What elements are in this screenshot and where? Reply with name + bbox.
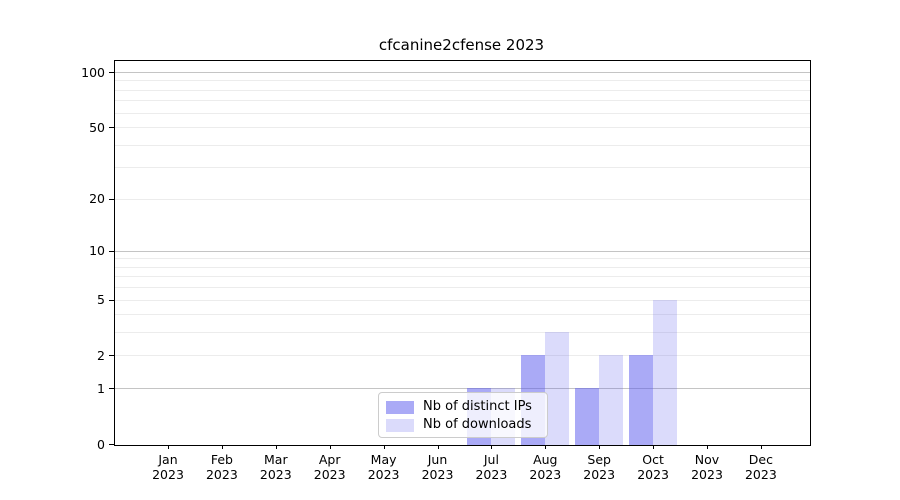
y-tick-label: 50 <box>89 119 105 135</box>
y-tick-mark <box>109 299 114 301</box>
minor-gridline <box>115 100 810 102</box>
legend-swatch-distinct-ips <box>386 400 414 414</box>
y-tick-label: 20 <box>89 191 105 207</box>
minor-gridline <box>115 89 810 91</box>
y-tick-mark <box>109 127 114 129</box>
major-gridline <box>115 72 810 73</box>
x-tick-label: Mar 2023 <box>259 452 292 482</box>
minor-gridline <box>115 258 810 260</box>
x-tick-mark <box>437 445 439 449</box>
x-tick-label: Sep 2023 <box>583 452 616 482</box>
x-tick-label: Jul 2023 <box>475 452 508 482</box>
y-tick-mark <box>109 198 114 200</box>
minor-gridline <box>115 287 810 289</box>
x-tick-mark <box>168 445 169 449</box>
x-tick-mark <box>491 445 493 449</box>
minor-gridline <box>115 266 810 268</box>
minor-gridline <box>115 127 810 129</box>
chart-title: cfcanine2cfense 2023 <box>378 36 545 54</box>
bar-downloads <box>545 332 570 445</box>
x-tick-mark <box>329 445 331 449</box>
legend-row: Nb of downloads <box>386 418 538 432</box>
x-tick-mark <box>707 445 708 449</box>
minor-gridline <box>115 80 810 82</box>
y-tick-mark <box>109 355 114 357</box>
y-tick-label: 2 <box>97 347 105 363</box>
x-tick-label: Feb 2023 <box>205 452 238 482</box>
minor-gridline <box>115 332 810 334</box>
x-tick-mark <box>760 445 762 449</box>
x-tick-label: Oct 2023 <box>637 452 669 482</box>
x-tick-label: Apr 2023 <box>313 452 346 482</box>
x-tick-label: Nov 2023 <box>691 452 723 482</box>
bar-distinct-ips <box>629 355 654 445</box>
x-tick-mark <box>383 445 385 449</box>
legend-swatch-downloads <box>386 418 414 432</box>
bar-distinct-ips <box>575 388 600 445</box>
y-tick-mark <box>109 444 114 445</box>
x-tick-label: May 2023 <box>367 452 400 482</box>
minor-gridline <box>115 167 810 169</box>
legend: Nb of distinct IPs Nb of downloads <box>378 392 548 438</box>
x-tick-label: Jan 2023 <box>152 452 184 482</box>
x-tick-label: Jun 2023 <box>421 452 454 482</box>
y-tick-mark <box>109 250 114 252</box>
y-tick-mark <box>109 388 114 390</box>
x-tick-mark <box>545 445 547 449</box>
minor-gridline <box>115 144 810 146</box>
minor-gridline <box>115 355 810 357</box>
x-tick-label: Aug 2023 <box>529 452 562 482</box>
legend-label-downloads: Nb of downloads <box>423 417 532 432</box>
bar-downloads <box>653 299 678 445</box>
legend-row: Nb of distinct IPs <box>386 400 538 414</box>
minor-gridline <box>115 276 810 278</box>
y-tick-label: 0 <box>97 436 105 452</box>
major-gridline <box>115 388 810 390</box>
y-tick-mark <box>109 72 114 73</box>
x-tick-mark <box>599 445 601 449</box>
x-tick-label: Dec 2023 <box>744 452 777 482</box>
legend-label-distinct-ips: Nb of distinct IPs <box>423 399 532 414</box>
y-tick-label: 5 <box>97 292 105 308</box>
major-gridline <box>115 250 810 252</box>
x-tick-mark <box>221 445 223 449</box>
x-tick-mark <box>653 445 655 449</box>
y-tick-label: 100 <box>81 64 105 80</box>
y-tick-label: 1 <box>97 380 105 396</box>
minor-gridline <box>115 198 810 200</box>
plot-area: Nb of distinct IPs Nb of downloads 0 1 2 5 1… <box>81 60 811 482</box>
minor-gridline <box>115 299 810 301</box>
bar-downloads <box>599 355 624 445</box>
minor-gridline <box>115 314 810 316</box>
minor-gridline <box>115 112 810 114</box>
y-tick-label: 10 <box>89 243 105 259</box>
x-tick-mark <box>275 445 277 449</box>
